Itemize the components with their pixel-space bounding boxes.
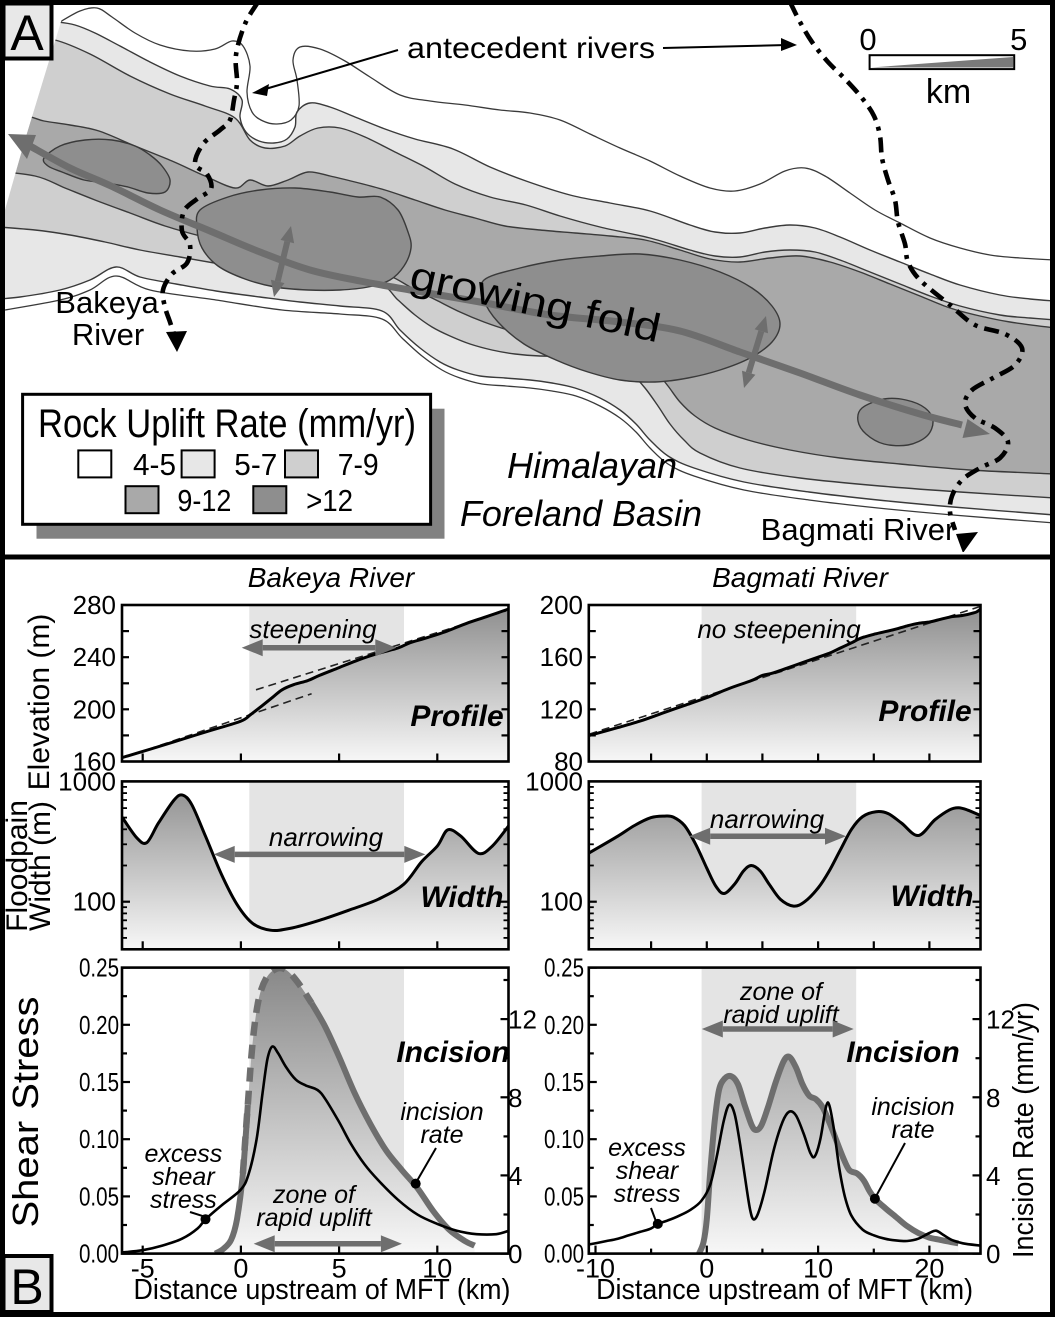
svg-text:8: 8: [986, 1083, 1000, 1113]
svg-text:0: 0: [986, 1239, 1000, 1269]
svg-text:0.25: 0.25: [544, 953, 584, 983]
svg-text:9-12: 9-12: [177, 483, 231, 518]
svg-text:0.20: 0.20: [79, 1010, 119, 1040]
svg-text:7-9: 7-9: [338, 447, 379, 482]
svg-text:Bagmati River: Bagmati River: [712, 562, 890, 593]
svg-text:0: 0: [233, 1254, 248, 1284]
svg-text:10: 10: [422, 1254, 452, 1284]
svg-text:Profile: Profile: [410, 700, 503, 733]
svg-text:narrowing: narrowing: [710, 804, 825, 834]
svg-text:10: 10: [803, 1254, 833, 1284]
svg-text:5-7: 5-7: [234, 447, 277, 482]
svg-text:200: 200: [540, 590, 583, 620]
svg-text:20: 20: [914, 1254, 944, 1284]
svg-text:Floodpain: Floodpain: [1, 800, 34, 932]
svg-text:zone of: zone of: [272, 1181, 358, 1209]
svg-text:River: River: [72, 317, 144, 352]
svg-text:0.05: 0.05: [79, 1181, 119, 1211]
svg-text:12: 12: [986, 1005, 1015, 1035]
svg-text:4: 4: [508, 1161, 522, 1191]
svg-text:240: 240: [73, 642, 116, 672]
svg-text:B: B: [10, 1259, 43, 1315]
svg-text:Width: Width: [890, 880, 973, 913]
svg-text:excess: excess: [144, 1140, 222, 1168]
svg-text:4: 4: [986, 1161, 1000, 1191]
svg-text:0.10: 0.10: [544, 1124, 584, 1154]
svg-text:0.10: 0.10: [79, 1124, 119, 1154]
svg-text:1000: 1000: [58, 766, 116, 796]
svg-text:Rock Uplift Rate (mm/yr): Rock Uplift Rate (mm/yr): [38, 402, 416, 446]
svg-text:Incision: Incision: [846, 1036, 959, 1069]
svg-text:Himalayan: Himalayan: [507, 445, 677, 486]
svg-text:Incision Rate (mm/yr): Incision Rate (mm/yr): [1008, 1002, 1040, 1258]
svg-text:rapid uplift: rapid uplift: [723, 1001, 839, 1029]
svg-text:no steepening: no steepening: [697, 614, 861, 644]
svg-text:Bakeya River: Bakeya River: [248, 562, 416, 593]
svg-text:-5: -5: [131, 1254, 155, 1284]
svg-text:excess: excess: [608, 1134, 686, 1162]
svg-text:narrowing: narrowing: [269, 822, 384, 852]
svg-text:shear: shear: [152, 1163, 216, 1191]
svg-text:0.15: 0.15: [544, 1067, 584, 1097]
svg-text:0.05: 0.05: [544, 1181, 584, 1211]
svg-text:0: 0: [699, 1254, 714, 1284]
svg-text:stress: stress: [150, 1186, 217, 1214]
svg-text:100: 100: [73, 887, 116, 917]
svg-text:A: A: [10, 5, 44, 61]
svg-text:80: 80: [554, 747, 583, 777]
svg-text:160: 160: [73, 747, 116, 777]
svg-text:Incision: Incision: [396, 1036, 509, 1069]
svg-text:8: 8: [508, 1083, 522, 1113]
svg-text:120: 120: [540, 694, 583, 724]
svg-text:0: 0: [508, 1239, 522, 1269]
svg-text:1000: 1000: [525, 766, 583, 796]
svg-text:Distance upstream of MFT (km): Distance upstream of MFT (km): [134, 1274, 511, 1306]
svg-text:Foreland Basin: Foreland Basin: [460, 493, 702, 534]
svg-text:rapid uplift: rapid uplift: [256, 1204, 372, 1232]
svg-text:5: 5: [332, 1254, 347, 1284]
svg-text:0.25: 0.25: [79, 953, 119, 983]
svg-text:0.00: 0.00: [544, 1239, 584, 1269]
svg-text:160: 160: [540, 642, 583, 672]
svg-text:4-5: 4-5: [133, 447, 176, 482]
svg-text:>12: >12: [306, 483, 353, 518]
svg-text:steepening: steepening: [249, 614, 377, 644]
svg-text:12: 12: [508, 1005, 537, 1035]
svg-text:km: km: [926, 73, 971, 111]
svg-text:zone of: zone of: [739, 978, 825, 1006]
svg-text:antecedent rivers: antecedent rivers: [407, 32, 655, 65]
svg-text:Profile: Profile: [878, 695, 971, 728]
svg-text:5: 5: [1010, 22, 1027, 57]
svg-text:rate: rate: [420, 1121, 463, 1149]
svg-text:incision: incision: [400, 1098, 483, 1126]
svg-text:280: 280: [73, 590, 116, 620]
svg-text:stress: stress: [614, 1180, 681, 1208]
svg-text:Distance upstream of MFT (km): Distance upstream of MFT (km): [596, 1274, 973, 1306]
svg-text:Elevation (m): Elevation (m): [23, 614, 56, 791]
svg-text:Bakeya: Bakeya: [55, 285, 159, 320]
svg-text:rate: rate: [891, 1116, 934, 1144]
svg-text:shear: shear: [616, 1157, 680, 1185]
svg-text:incision: incision: [871, 1093, 954, 1121]
svg-text:0: 0: [859, 22, 876, 57]
svg-text:Shear Stress: Shear Stress: [5, 997, 46, 1228]
svg-text:0.20: 0.20: [544, 1010, 584, 1040]
svg-text:-10: -10: [576, 1254, 615, 1284]
svg-text:0.00: 0.00: [79, 1239, 119, 1269]
svg-text:Width: Width: [420, 881, 503, 914]
svg-text:Width (m): Width (m): [24, 801, 57, 931]
svg-text:100: 100: [540, 887, 583, 917]
svg-text:0.15: 0.15: [79, 1067, 119, 1097]
svg-text:200: 200: [73, 694, 116, 724]
svg-text:Bagmati River: Bagmati River: [761, 512, 956, 547]
